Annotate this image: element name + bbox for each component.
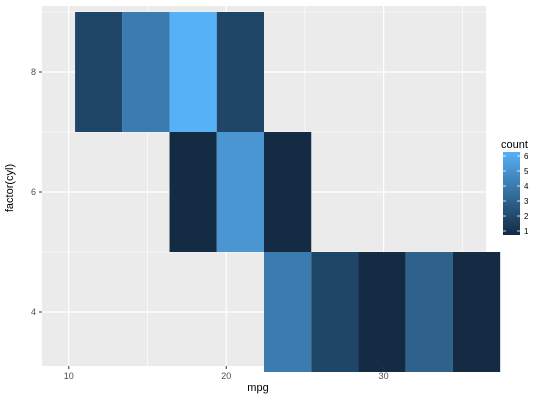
x-tick-label: 20 xyxy=(221,371,231,381)
heatmap-cell xyxy=(405,252,453,372)
heatmap-cells xyxy=(75,12,501,372)
legend-tick-label: 4 xyxy=(524,182,529,191)
heatmap-cell xyxy=(264,132,312,252)
heatmap-cell xyxy=(452,252,501,372)
y-tick-label: 8 xyxy=(31,67,36,77)
x-axis-title: mpg xyxy=(247,382,268,394)
legend-colorbar xyxy=(503,152,520,235)
legend-tick-label: 2 xyxy=(524,212,529,221)
heatmap-cell xyxy=(358,252,406,372)
heatmap-cell xyxy=(169,132,217,252)
heatmap-cell xyxy=(216,12,264,132)
y-tick-label: 4 xyxy=(31,307,36,317)
heatmap-cell xyxy=(75,12,123,132)
heatmap-cell xyxy=(169,12,217,132)
legend-tick-label: 5 xyxy=(524,167,529,176)
color-legend: count 1 2 3 4 5 6 xyxy=(501,139,529,236)
heatmap-cell xyxy=(264,252,312,372)
legend-tick-label: 6 xyxy=(524,152,529,161)
y-axis-ticks: 4 6 8 xyxy=(31,67,42,317)
x-tick-label: 30 xyxy=(379,371,389,381)
y-tick-label: 6 xyxy=(31,187,36,197)
legend-ticks: 1 2 3 4 5 6 xyxy=(503,152,529,236)
y-axis-title: factor(cyl) xyxy=(4,164,16,212)
plot-panel xyxy=(42,6,501,372)
legend-tick-label: 1 xyxy=(524,227,529,236)
x-tick-label: 10 xyxy=(64,371,74,381)
heatmap-cell xyxy=(122,12,170,132)
heatmap-cell xyxy=(311,252,359,372)
x-axis-ticks: 10 20 30 xyxy=(64,366,389,381)
heatmap-cell xyxy=(216,132,264,252)
legend-tick-label: 3 xyxy=(524,197,529,206)
legend-title: count xyxy=(501,139,528,151)
